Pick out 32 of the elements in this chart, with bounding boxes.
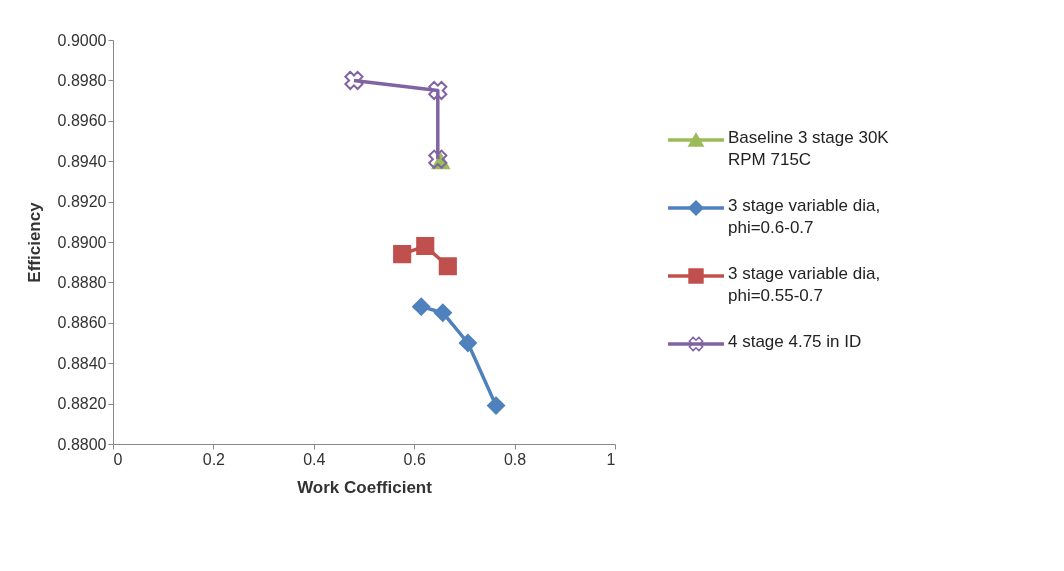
y-tick-label: 0.8840 [57,354,107,372]
y-tick-label: 0.9000 [57,31,107,49]
legend-label: 3 stage variable dia, phi=0.55-0.7 [728,264,881,305]
point [344,70,364,90]
point [416,236,435,256]
point [433,303,452,322]
legend-label: Baseline 3 stage 30K RPM 715C [728,128,890,169]
y-tick-label: 0.8900 [57,233,107,251]
y-tick-label: 0.8980 [57,71,107,89]
y-tick-label: 0.8940 [57,152,107,170]
y-tick-label: 0.8920 [57,193,107,211]
x-tick-label: 0.6 [403,450,426,468]
point [393,245,412,264]
legend-label: 4 stage 4.75 in ID [728,332,862,351]
point [486,396,506,415]
point [412,297,431,316]
x-tick-label: 0 [113,450,123,468]
y-tick-label: 0.8800 [57,435,107,453]
x-axis-title: Work Coefficient [297,477,433,497]
x-tick-label: 0.4 [303,450,326,468]
x-tick-label: 0.2 [202,450,226,468]
point [428,80,448,101]
x-tick-label: 1 [606,450,616,468]
y-tick-label: 0.8880 [57,273,107,291]
point [438,257,457,276]
legend-label: 3 stage variable dia, phi=0.6-0.7 [728,196,881,237]
y-axis-title: Efficiency [24,201,44,283]
y-tick-label: 0.8960 [57,112,107,130]
y-tick-label: 0.8860 [57,314,107,332]
point [458,333,477,353]
x-tick-label: 0.8 [503,450,527,468]
y-tick-label: 0.8820 [57,395,107,413]
